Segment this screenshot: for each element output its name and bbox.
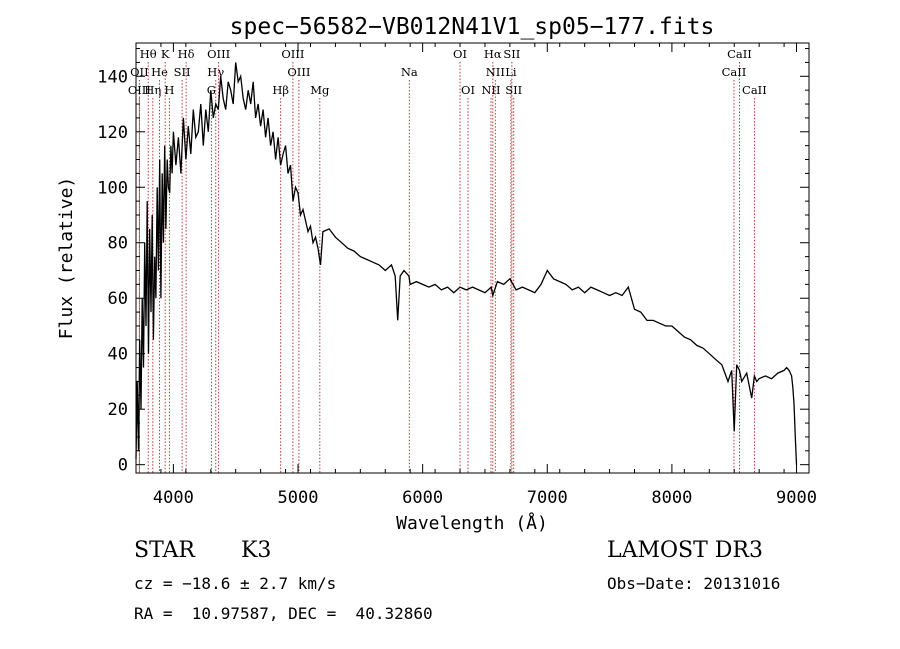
- x-axis: 4000 5000 6000 7000 8000 9000: [135, 43, 817, 508]
- emission-line-label: Mg: [310, 83, 330, 97]
- emission-line-label: CaII: [722, 65, 747, 79]
- emission-line-label: OIII: [207, 47, 230, 61]
- emission-line-label: H: [164, 83, 174, 97]
- x-tick-label: 6000: [402, 488, 443, 508]
- x-tick-label: 5000: [278, 488, 319, 508]
- emission-line-label: Hθ: [140, 47, 157, 61]
- y-tick-label: 40: [108, 345, 128, 365]
- emission-line-label: Hγ: [207, 65, 224, 79]
- emission-line-label: OI: [453, 47, 467, 61]
- spectrum-series-line: [135, 62, 798, 465]
- emission-line-label: OII: [130, 65, 149, 79]
- x-axis-label: Wavelength (Å): [396, 512, 548, 534]
- y-tick-label: 80: [108, 234, 128, 254]
- emission-line-label: NII: [481, 83, 500, 97]
- emission-line-label: Na: [401, 65, 418, 79]
- y-axis-label: Flux (relative): [56, 177, 77, 340]
- emission-line-label: SII: [174, 65, 191, 79]
- x-tick-label: 4000: [153, 488, 194, 508]
- plot-frame: [135, 42, 810, 474]
- emission-line-label: K: [161, 47, 170, 61]
- redshift-velocity: cz = −18.6 ± 2.7 km/s: [134, 574, 337, 593]
- y-axis: 0 20 40 60 80 100 120 140: [97, 48, 809, 476]
- chart-title: spec−56582−VB012N41V1_sp05−177.fits: [230, 14, 715, 40]
- survey-name: LAMOST DR3: [607, 538, 763, 563]
- x-tick-label: 9000: [776, 488, 817, 508]
- sky-coordinates: RA = 10.97587, DEC = 40.32860: [134, 604, 433, 623]
- emission-line-label: CaII: [742, 83, 767, 97]
- emission-line-label: CaII: [727, 47, 752, 61]
- y-tick-label: 120: [97, 123, 128, 143]
- emission-line-label: Hη: [144, 83, 161, 97]
- y-tick-label: 20: [108, 400, 128, 420]
- object-class: STAR: [134, 538, 195, 563]
- y-tick-label: 0: [118, 456, 128, 476]
- x-tick-label: 7000: [527, 488, 568, 508]
- observation-date: Obs−Date: 20131016: [607, 574, 781, 593]
- y-tick-label: 140: [97, 67, 128, 87]
- emission-line-label: SII: [503, 47, 520, 61]
- emission-line-markers: [138, 62, 755, 473]
- emission-line-label: Hδ: [178, 47, 195, 61]
- emission-line-label: OI: [461, 83, 475, 97]
- y-tick-label: 100: [97, 178, 128, 198]
- emission-line-label: OIII: [287, 65, 310, 79]
- x-tick-label: 8000: [651, 488, 692, 508]
- emission-line-label: Li: [505, 65, 517, 79]
- emission-line-label: OIII: [281, 47, 304, 61]
- emission-line-label: He: [151, 65, 168, 79]
- object-subclass: K3: [241, 538, 272, 563]
- emission-line-label: G: [207, 83, 216, 97]
- emission-line-label: NII: [486, 65, 505, 79]
- y-tick-label: 60: [108, 289, 128, 309]
- emission-line-label: Hα: [484, 47, 502, 61]
- emission-line-label: Hβ: [272, 83, 289, 97]
- emission-line-label: SII: [505, 83, 522, 97]
